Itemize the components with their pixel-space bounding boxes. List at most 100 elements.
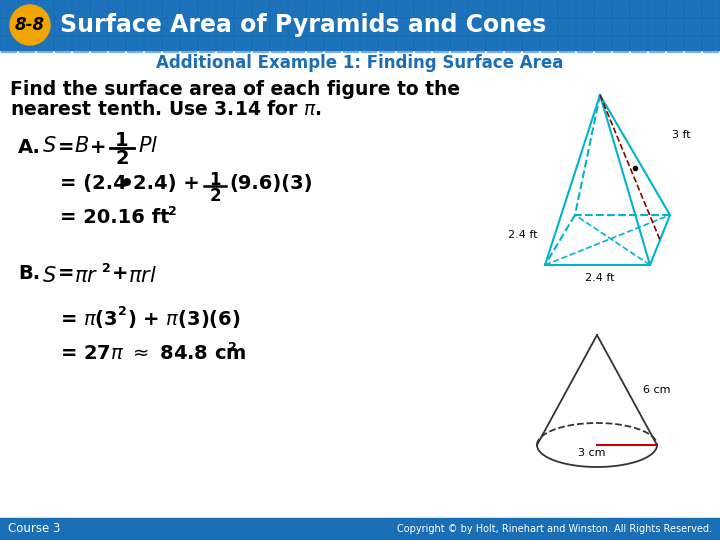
Bar	[163, 1, 178, 16]
Text: 2.4) +: 2.4) +	[133, 174, 199, 193]
Bar	[415, 19, 430, 34]
Bar	[307, 1, 322, 16]
Bar	[631, 1, 646, 16]
Bar	[523, 1, 538, 16]
Bar	[109, 1, 124, 16]
Bar	[703, 19, 718, 34]
Bar	[685, 19, 700, 34]
Bar	[1, 37, 16, 52]
Text: 2: 2	[102, 262, 111, 275]
Bar	[361, 37, 376, 52]
Bar	[613, 19, 628, 34]
Bar	[199, 37, 214, 52]
Bar	[397, 37, 412, 52]
Text: $S$: $S$	[42, 266, 57, 286]
Bar	[73, 19, 88, 34]
Text: B.: B.	[18, 264, 40, 283]
Bar	[667, 19, 682, 34]
Bar	[235, 1, 250, 16]
Bar	[505, 1, 520, 16]
Bar	[343, 19, 358, 34]
Bar	[559, 19, 574, 34]
Bar	[613, 1, 628, 16]
Bar	[451, 1, 466, 16]
Bar	[19, 1, 34, 16]
Bar	[19, 19, 34, 34]
Bar	[235, 37, 250, 52]
Bar	[0, 518, 720, 540]
Bar	[487, 37, 502, 52]
Bar	[541, 19, 556, 34]
Text: 6 cm: 6 cm	[643, 385, 670, 395]
Bar	[361, 19, 376, 34]
Bar	[595, 19, 610, 34]
Text: 2: 2	[210, 187, 221, 205]
Bar	[559, 1, 574, 16]
Bar	[91, 1, 106, 16]
Bar	[181, 19, 196, 34]
Bar	[163, 19, 178, 34]
Text: 2: 2	[115, 149, 129, 168]
Bar	[289, 19, 304, 34]
Bar	[667, 1, 682, 16]
Bar	[253, 37, 268, 52]
Bar	[541, 37, 556, 52]
Bar	[469, 19, 484, 34]
Text: Find the surface area of each figure to the: Find the surface area of each figure to …	[10, 80, 460, 99]
Bar	[523, 19, 538, 34]
Bar	[253, 19, 268, 34]
Bar	[379, 1, 394, 16]
Bar	[433, 19, 448, 34]
Bar	[199, 1, 214, 16]
Text: 2: 2	[168, 205, 176, 218]
Text: ) + $\pi$(3)(6): ) + $\pi$(3)(6)	[127, 308, 240, 330]
Bar	[577, 19, 592, 34]
Text: $\pi r$: $\pi r$	[74, 266, 98, 286]
Text: +: +	[112, 264, 128, 283]
Bar	[163, 37, 178, 52]
Bar	[1, 1, 16, 16]
Bar	[487, 1, 502, 16]
Bar	[271, 19, 286, 34]
Bar	[487, 19, 502, 34]
Text: =: =	[58, 264, 74, 283]
Bar	[19, 37, 34, 52]
Text: = $\pi$(3: = $\pi$(3	[60, 308, 118, 330]
Bar	[649, 37, 664, 52]
Bar	[343, 37, 358, 52]
Bar	[91, 19, 106, 34]
Text: = (2.4: = (2.4	[60, 174, 127, 193]
Text: Copyright © by Holt, Rinehart and Winston. All Rights Reserved.: Copyright © by Holt, Rinehart and Winsto…	[397, 524, 712, 534]
Bar	[37, 1, 52, 16]
Bar	[1, 19, 16, 34]
Bar	[685, 37, 700, 52]
Bar	[307, 37, 322, 52]
Bar	[631, 37, 646, 52]
Bar	[127, 19, 142, 34]
Bar	[505, 19, 520, 34]
Bar	[451, 19, 466, 34]
Bar	[181, 37, 196, 52]
Bar	[577, 37, 592, 52]
Bar	[505, 37, 520, 52]
Bar	[397, 19, 412, 34]
Text: $S$: $S$	[42, 136, 57, 156]
Text: $\pi rl$: $\pi rl$	[128, 266, 157, 286]
Bar	[397, 1, 412, 16]
Bar	[361, 1, 376, 16]
Bar	[199, 19, 214, 34]
Bar	[325, 19, 340, 34]
Bar	[451, 37, 466, 52]
Bar	[343, 1, 358, 16]
Bar	[289, 37, 304, 52]
Bar	[559, 37, 574, 52]
Bar	[649, 1, 664, 16]
Bar	[469, 1, 484, 16]
Bar	[0, 0, 720, 50]
Text: 1: 1	[115, 131, 129, 150]
Bar	[289, 1, 304, 16]
Bar	[37, 37, 52, 52]
Bar	[145, 19, 160, 34]
Bar	[55, 37, 70, 52]
Bar	[181, 1, 196, 16]
